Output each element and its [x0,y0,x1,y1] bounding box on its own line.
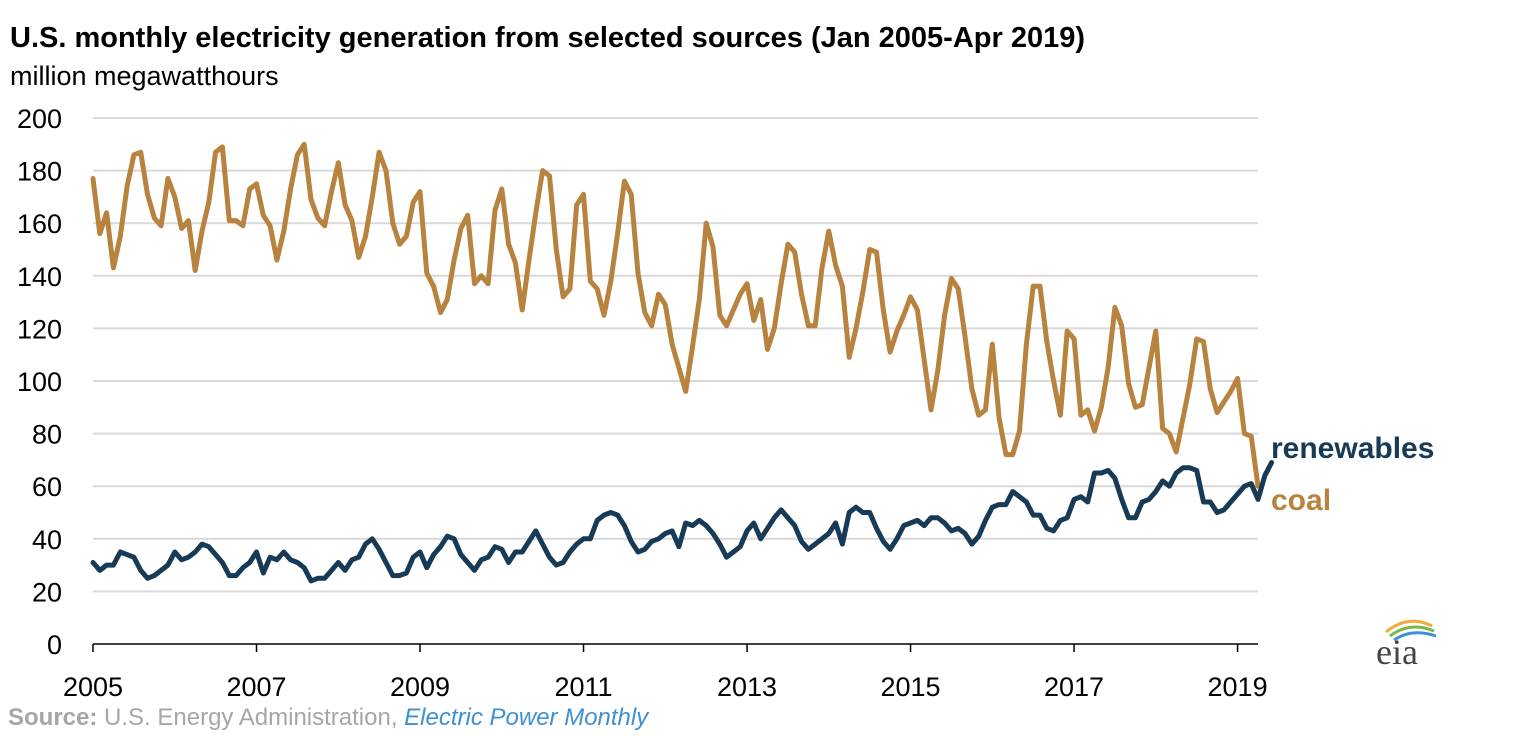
x-tick-label: 2009 [390,672,450,702]
y-tick-label: 140 [17,262,62,292]
series-label-coal: coal [1271,484,1331,517]
y-tick-label: 80 [32,420,62,450]
x-tick-label: 2005 [63,672,123,702]
y-tick-label: 40 [32,525,62,555]
y-tick-label: 120 [17,314,62,344]
chart-title: U.S. monthly electricity generation from… [10,22,1085,54]
logo-arc-green [1389,625,1435,638]
series-label-renewables: renewables [1271,432,1434,465]
y-tick-label: 100 [17,367,62,397]
series-line-coal [90,141,1261,489]
source-publication: Electric Power Monthly [404,704,649,731]
y-tick-label: 20 [32,577,62,607]
logo-arc-orange [1385,619,1433,634]
x-tick-label: 2015 [881,672,941,702]
x-tick-label: 2011 [554,672,612,702]
y-tick-label: 200 [17,104,62,134]
y-tick-label: 60 [32,472,62,502]
source-text: U.S. Energy Administration, [97,704,405,731]
y-tick-label: 180 [17,157,62,187]
x-tick-label: 2017 [1044,672,1104,702]
x-tick-label: 2019 [1208,672,1268,702]
logo-text: eia [1376,632,1418,672]
x-tick-label: 2013 [717,672,777,702]
x-tick-label: 2007 [226,672,286,702]
y-axis-unit-label: million megawatthours [10,61,279,91]
logo-arc-blue [1393,631,1437,642]
eia-logo-icon: eia [1376,619,1437,672]
y-tick-label: 160 [17,209,62,239]
series-line-renewables [90,460,1275,584]
source-label: Source: [8,704,98,731]
source-note: Source: U.S. Energy Administration, Elec… [8,704,648,732]
y-tick-label: 0 [47,630,62,660]
